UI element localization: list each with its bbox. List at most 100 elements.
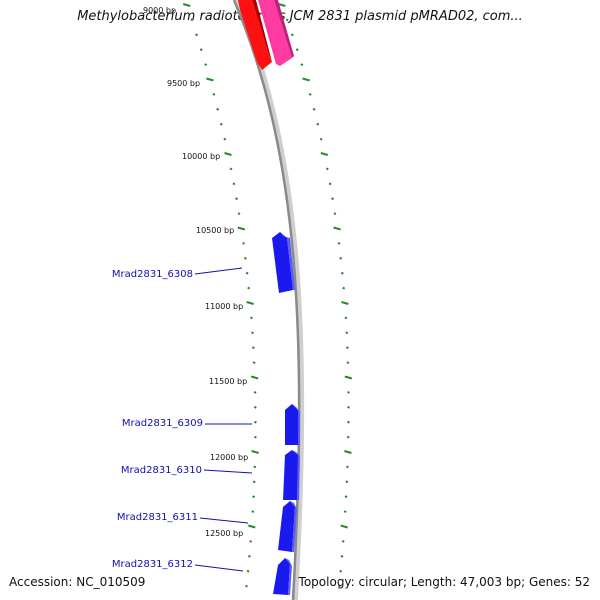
map-title: Methylobacterium radiotolerans JCM 2831 … — [77, 9, 523, 24]
scale-tick-minor — [345, 346, 349, 350]
scale-label-12000: 12000 bp — [210, 453, 248, 462]
gene-arrow-6308[interactable] — [272, 232, 295, 293]
scale-tick-minor — [344, 495, 348, 499]
scale-tick-minor — [242, 242, 245, 245]
scale-tick-minor — [328, 182, 332, 186]
scale-label-10500: 10500 bp — [196, 226, 234, 235]
gene-arrow-6310[interactable] — [283, 450, 300, 500]
gene-label-6308[interactable]: Mrad2831_6308 — [112, 269, 193, 280]
scale-tick-major — [224, 152, 232, 156]
scale-tick-minor — [245, 584, 248, 588]
scale-tick-minor — [325, 167, 329, 171]
scale-tick-minor — [204, 63, 208, 66]
gene-arrow-6311[interactable] — [278, 501, 297, 552]
scale-tick-minor — [331, 197, 335, 201]
scale-tick-minor — [199, 48, 203, 52]
scale-tick-minor — [347, 405, 350, 409]
scale-tick-major — [333, 226, 341, 231]
scale-tick-minor — [337, 242, 341, 245]
scale-tick-minor — [285, 18, 289, 22]
gene-label-6311[interactable]: Mrad2831_6311 — [117, 512, 198, 523]
scale-tick-minor — [245, 271, 249, 275]
scale-tick-minor — [343, 510, 347, 513]
scale-tick-minor — [253, 405, 257, 409]
gene-arrow-red-shade — [252, 0, 272, 62]
scale-tick-minor — [249, 316, 253, 320]
scale-tick-minor — [251, 331, 254, 335]
scale-label-9500: 9500 bp — [167, 79, 200, 88]
scale-tick-minor — [312, 107, 316, 111]
scale-ticks-outer — [278, 3, 353, 588]
scale-label-10000: 10000 bp — [182, 152, 220, 161]
scale-tick-minor — [229, 167, 233, 171]
scale-tick-minor — [253, 391, 257, 394]
gene-arrow-red — [238, 0, 272, 70]
scale-tick-major — [206, 77, 214, 82]
gene-label-6310[interactable]: Mrad2831_6310 — [121, 465, 202, 476]
gene-leader-6308 — [194, 267, 243, 275]
scale-tick-minor — [237, 212, 241, 215]
accession-text: Accession: NC_010509 — [9, 575, 146, 589]
gene-arrow-6312[interactable] — [273, 558, 292, 595]
scale-tick-minor — [340, 554, 344, 558]
scale-tick-major — [278, 3, 286, 7]
map-summary-text: Topology: circular; Length: 47,003 bp; G… — [298, 575, 590, 589]
scale-tick-minor — [212, 93, 216, 96]
scale-tick-major — [237, 226, 246, 231]
scale-tick-major — [320, 152, 329, 156]
scale-tick-major — [302, 77, 310, 82]
scale-tick-minor — [346, 435, 350, 439]
scale-tick-minor — [219, 122, 223, 126]
scale-tick-minor — [253, 465, 257, 469]
scale-tick-minor — [252, 480, 256, 484]
scale-tick-minor — [223, 137, 227, 141]
scale-tick-minor — [295, 48, 299, 52]
scale-tick-major — [248, 524, 256, 529]
gene-label-6312[interactable]: Mrad2831_6312 — [112, 559, 193, 570]
scale-tick-minor — [249, 540, 253, 543]
scale-tick-minor — [342, 286, 346, 290]
scale-tick-minor — [346, 361, 350, 364]
scale-tick-minor — [345, 480, 349, 484]
scale-tick-minor — [308, 93, 312, 96]
scale-tick-minor — [243, 256, 247, 260]
scale-label-9000: 9000 bp — [143, 6, 176, 15]
scale-tick-minor — [195, 33, 199, 37]
scale-tick-minor — [339, 256, 343, 260]
scale-tick-major — [340, 524, 348, 529]
scale-tick-minor — [345, 465, 349, 469]
scale-tick-major — [246, 301, 254, 305]
scale-tick-minor — [319, 137, 323, 141]
gene-arrow-pink — [258, 0, 292, 66]
scale-label-11000: 11000 bp — [205, 302, 243, 311]
gene-leader-6311 — [199, 517, 249, 524]
scale-tick-minor — [251, 346, 255, 350]
scale-label-12500: 12500 bp — [205, 529, 243, 538]
scale-tick-minor — [346, 420, 350, 424]
scale-tick-minor — [246, 569, 250, 573]
scale-tick-minor — [333, 212, 337, 215]
scale-tick-minor — [216, 107, 220, 111]
scale-tick-minor — [247, 286, 251, 290]
scale-tick-minor — [345, 331, 349, 335]
scale-tick-major — [251, 450, 259, 454]
scale-tick-minor — [252, 495, 256, 499]
scale-tick-minor — [253, 420, 257, 424]
scale-tick-minor — [340, 271, 344, 275]
scale-ticks-inner — [182, 3, 259, 588]
scale-tick-major — [250, 375, 259, 380]
scale-tick-minor — [232, 182, 236, 186]
scale-label-11500: 11500 bp — [209, 377, 247, 386]
gene-label-6309[interactable]: Mrad2831_6309 — [122, 418, 203, 429]
scale-tick-minor — [251, 510, 255, 513]
scale-tick-major — [344, 375, 353, 380]
gene-leader-6310 — [203, 469, 253, 474]
gene-arrow-6309[interactable] — [285, 404, 300, 445]
scale-tick-minor — [252, 361, 256, 364]
scale-tick-minor — [290, 33, 294, 37]
scale-tick-minor — [339, 569, 343, 573]
scale-tick-minor — [337, 584, 341, 588]
scale-tick-minor — [341, 540, 345, 543]
scale-tick-major — [182, 3, 191, 7]
